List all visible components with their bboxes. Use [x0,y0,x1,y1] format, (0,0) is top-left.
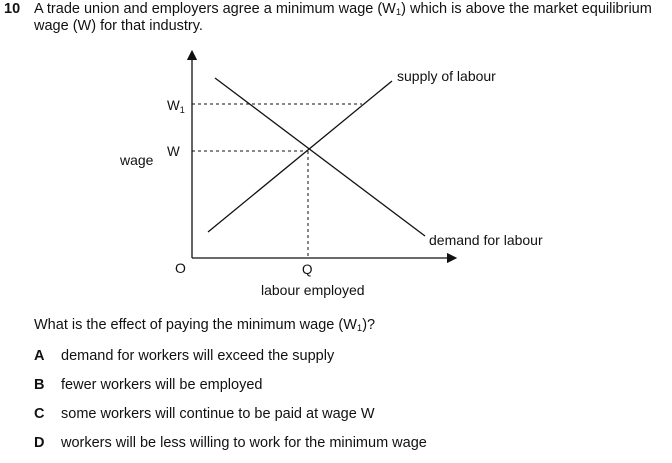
question-number: 10 [4,1,21,17]
demand-curve [214,77,426,237]
w1-label: W1 [167,98,185,115]
demand-label: demand for labour [429,232,543,248]
w-label: W [167,144,180,159]
supply-curve [207,80,393,233]
question-text-line-1: A trade union and employers agree a mini… [34,1,652,18]
origin-label: O [175,260,186,276]
question-text-line-2: wage (W) for that industry. [34,18,203,34]
x-axis-label: labour employed [261,282,365,298]
supply-label: supply of labour [397,68,496,84]
q-label: Q [302,262,313,277]
y-axis-label: wage [119,152,154,168]
question-prompt: What is the effect of paying the minimum… [34,317,376,334]
